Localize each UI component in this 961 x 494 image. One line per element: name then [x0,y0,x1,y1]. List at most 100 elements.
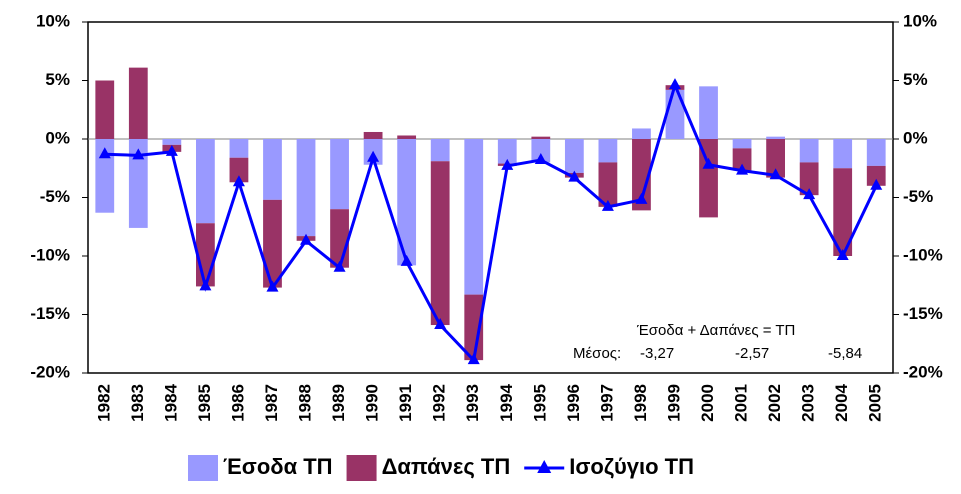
marker [501,158,514,170]
x-tick-label: 1982 [94,384,113,422]
bar [363,131,383,139]
bar [732,139,752,149]
bar [330,139,349,210]
y-tick-label: -5% [40,187,70,206]
bar [430,161,450,326]
bar [766,136,785,139]
bar [632,139,651,211]
bar [766,139,785,178]
bar [263,199,282,288]
marker [165,144,178,156]
bar [732,148,752,171]
y2-tick-label: 0% [903,128,928,147]
x-tick-label: 1996 [564,384,583,422]
line [104,80,878,364]
y-tick-label: -15% [30,304,70,323]
marker [635,192,648,204]
legend-label: Έσοδα ΤΠ [223,454,333,479]
x-tick-label: 2000 [698,384,717,422]
x-tick-label: 1987 [262,384,281,422]
y-tick-label: -20% [30,362,70,381]
bar [497,139,517,164]
bar [833,139,853,169]
bar [598,162,618,207]
x-tick-label: 2002 [765,384,784,422]
x-tick-label: 1995 [530,384,549,422]
bar [229,157,249,183]
bar [598,139,618,163]
legend-swatch [188,455,218,481]
marker [736,163,749,175]
bar [95,80,115,139]
marker [668,78,681,90]
x-tick-label: 1985 [195,384,214,422]
marker [98,147,111,159]
bar [531,139,551,163]
x-tick-label: 1984 [161,383,180,421]
y-tick-label: 10% [36,11,70,30]
bar [531,136,551,139]
legend-label: Ισοζύγιο ΤΠ [569,454,694,479]
bar [464,294,484,361]
x-tick-label: 2001 [732,384,751,422]
bar [162,139,182,145]
marker [601,199,614,211]
bar [330,209,349,268]
bar [799,139,819,163]
marker [434,318,447,330]
marker [400,254,413,266]
marker [769,168,782,180]
x-tick-label: 1986 [228,384,247,422]
x-tick-label: 1997 [597,384,616,422]
annotation-header: Έσοδα + Δαπάνες = ΤΠ [636,322,795,339]
x-tick-label: 1988 [296,384,315,422]
bar [564,139,584,173]
marker [232,175,245,187]
bar [799,162,819,196]
annotation-label: Μέσος: [573,345,621,362]
x-tick-label: 1999 [664,384,683,422]
annotation-mean: -3,27 [640,345,674,362]
bar [397,139,417,266]
marker [870,178,883,190]
bar [229,139,249,158]
marker [534,153,547,165]
y2-tick-label: 10% [903,11,937,30]
bar [866,165,886,186]
bar [430,139,450,162]
marker [367,150,380,162]
bar [699,139,718,218]
marker [300,233,313,245]
x-tick-label: 1990 [363,384,382,422]
legend-swatch [537,460,552,473]
y-tick-label: 5% [45,70,70,89]
y-tick-label: 0% [45,128,70,147]
x-tick-label: 1998 [631,384,650,422]
marker [568,170,581,182]
marker [836,249,849,260]
marker [803,188,816,200]
marker [266,280,279,292]
annotation-mean: -5,84 [828,345,862,362]
legend-label: Δαπάνες ΤΠ [382,454,511,479]
bar [296,139,316,237]
x-tick-label: 2004 [832,383,851,421]
bar [128,139,148,228]
x-tick-label: 1994 [497,383,516,421]
marker [333,260,346,272]
x-tick-label: 2003 [799,384,818,422]
y2-tick-label: -20% [903,362,943,381]
bar [196,139,215,224]
marker [467,353,480,365]
bar [128,67,148,139]
x-tick-label: 1991 [396,384,415,422]
marker [199,279,212,291]
bar [866,139,886,166]
legend-swatch [346,455,377,481]
bar [833,168,853,256]
annotation-mean: -2,57 [735,345,769,362]
marker [132,148,145,160]
marker [702,157,715,169]
x-tick-label: 1989 [329,384,348,422]
